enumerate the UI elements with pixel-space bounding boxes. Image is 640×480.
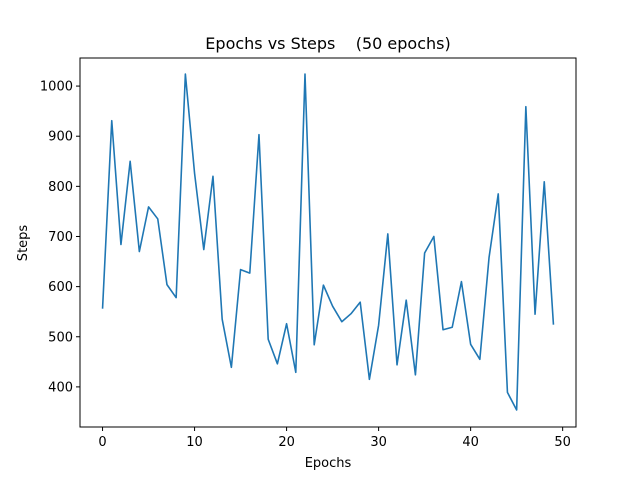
y-tick-label: 400: [48, 380, 73, 395]
y-tick-label: 900: [48, 130, 73, 145]
y-tick-label: 700: [48, 230, 73, 245]
x-tick-label: 20: [278, 435, 295, 450]
y-tick-label: 800: [48, 180, 73, 195]
plot-area: [80, 58, 576, 427]
series-lines: [101, 73, 555, 411]
plot-frame: [79, 57, 577, 428]
chart-title: Epochs vs Steps (50 epochs): [205, 34, 450, 53]
x-tick-label: 30: [370, 435, 387, 450]
x-tick-label: 0: [98, 435, 106, 450]
series-line-0: [101, 73, 555, 411]
x-tick-label: 50: [554, 435, 571, 450]
x-tick-label: 10: [186, 435, 203, 450]
y-axis-label: Steps: [16, 225, 31, 262]
x-axis-ticks: 0 10 20 30 40 50: [98, 427, 571, 450]
y-tick-label: 600: [48, 280, 73, 295]
y-axis-ticks: 400 500 600 700 800 900 1000: [40, 80, 80, 395]
x-tick-label: 40: [462, 435, 479, 450]
y-tick-label: 500: [48, 330, 73, 345]
x-axis-label: Epochs: [305, 456, 352, 471]
y-tick-label: 1000: [40, 80, 73, 95]
